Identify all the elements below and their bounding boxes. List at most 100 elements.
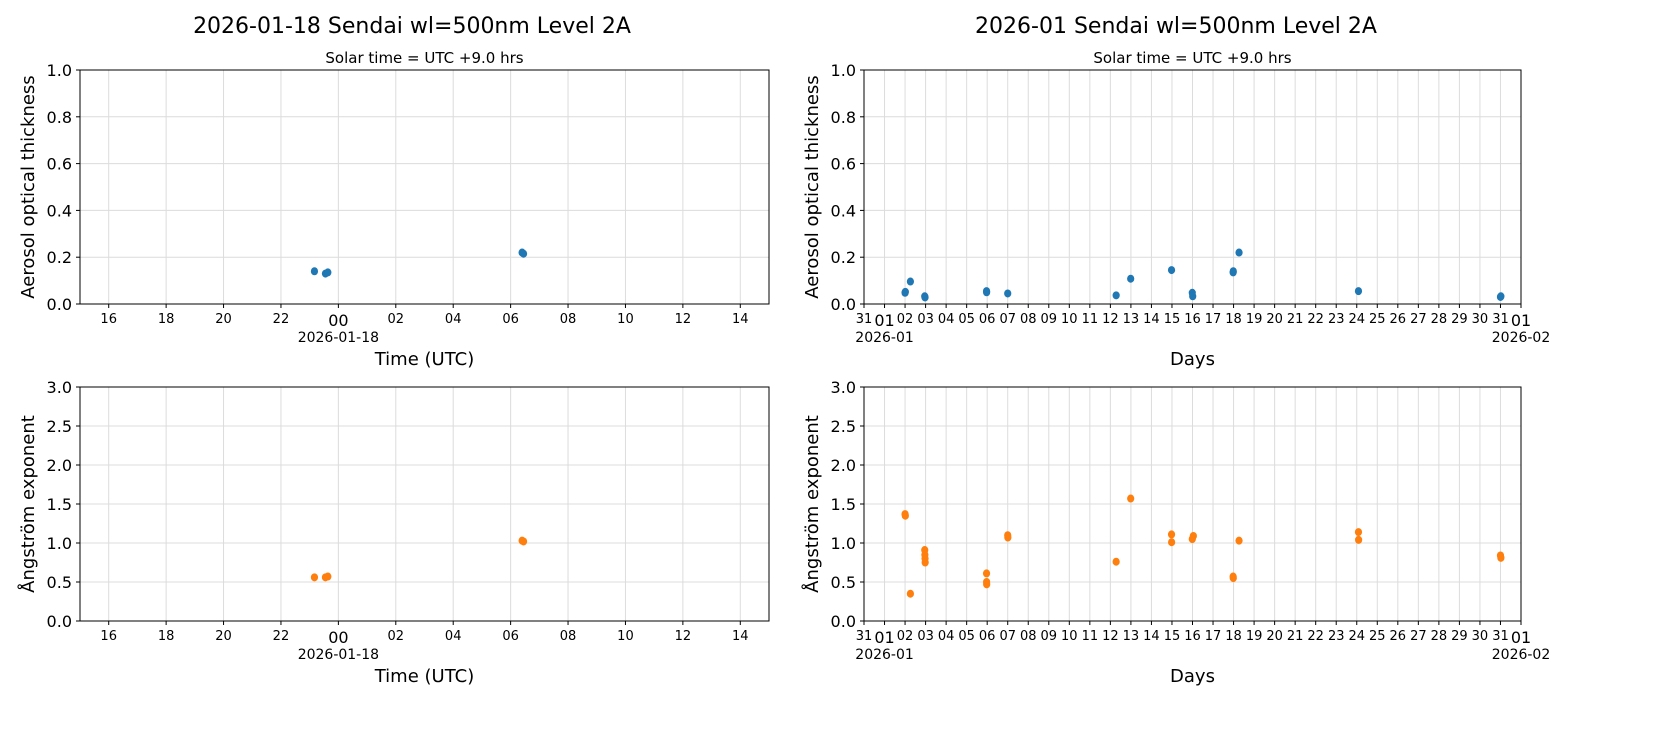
y-tick-label: 2.0 [831,456,856,475]
x-tick-label: 28 [1431,629,1448,644]
x-tick-label: 25 [1369,312,1386,327]
panel-subtitle: Solar time = UTC +9.0 hrs [325,49,523,67]
data-point [1127,494,1135,503]
x-tick-label: 23 [1328,312,1345,327]
x-tick-label: 22 [273,312,290,327]
axes-frame [863,69,1522,305]
x-tick-label: 20 [1266,629,1283,644]
data-point [1189,292,1197,301]
x-tick-label: 25 [1369,629,1386,644]
data-point [1235,248,1243,257]
data-point [324,572,332,581]
x-tick-label: 01 [1511,628,1531,647]
x-tick-label: 12 [1102,312,1119,327]
x-tick-label: 24 [1348,629,1365,644]
y-tick-label: 2.5 [831,417,856,436]
x-tick-label: 06 [979,629,996,644]
x-tick-label: 06 [979,312,996,327]
x-tick-label: 17 [1205,629,1222,644]
y-tick-label: 0.0 [831,295,856,314]
x-tick-label: 16 [1184,312,1201,327]
x-tick-label: 04 [445,629,462,644]
y-tick-label: 0.2 [47,248,72,267]
data-point [983,288,991,297]
axes-frame [79,69,770,305]
x-tick-label: 14 [1143,312,1160,327]
x-tick-label: 01 [874,311,894,330]
x-tick-label: 14 [732,312,749,327]
x-tick-label: 19 [1246,312,1263,327]
x-tick-label: 03 [917,312,934,327]
x-tick-label: 18 [1225,629,1242,644]
x-tick-label: 10 [1061,312,1078,327]
y-axis-label: Aerosol optical thickness [802,75,823,298]
x-tick-label: 07 [999,629,1016,644]
y-tick-label: 0.0 [831,612,856,631]
x-tick-label: 06 [502,629,519,644]
x-tick-label: 01 [874,628,894,647]
x-tick-label: 19 [1246,629,1263,644]
data-point [1189,531,1197,540]
data-point [1229,574,1237,583]
x-tick-label: 12 [675,312,692,327]
suptitle-left: 2026-01-18 Sendai wl=500nm Level 2A [193,14,631,39]
x-tick-label: 02 [388,629,405,644]
x-tick-label: 22 [1307,629,1324,644]
x-tick-label: 02 [897,312,914,327]
y-axis-label: Aerosol optical thickness [18,75,39,298]
data-point [1235,536,1243,545]
x-tick-label: 30 [1472,629,1489,644]
y-tick-label: 1.0 [831,61,856,80]
x-tick-label: 30 [1472,312,1489,327]
data-point [906,277,915,286]
x-tick-label: 12 [1102,629,1119,644]
x-tick-label: 27 [1410,312,1427,327]
data-point [1127,274,1135,283]
x-tick-label: 01 [1511,311,1531,330]
x-tick-label: 02 [897,629,914,644]
y-tick-label: 0.0 [47,295,72,314]
y-tick-label: 0.5 [831,573,856,592]
x-axis-label: Time (UTC) [374,349,475,370]
suptitle-right: 2026-01 Sendai wl=500nm Level 2A [975,14,1377,39]
data-point [921,293,929,302]
x-tick-label: 11 [1082,312,1099,327]
data-point [324,268,332,277]
x-tick-label: 31 [1492,629,1509,644]
x-tick-label: 18 [1225,312,1242,327]
x-axis-label: Time (UTC) [374,666,475,687]
data-point [906,589,915,598]
data-point [983,580,991,589]
x-tick-label: 15 [1164,312,1181,327]
y-tick-label: 2.5 [47,417,72,436]
x-tick-label: 20 [1266,312,1283,327]
y-tick-label: 1.0 [831,534,856,553]
x-tick-label: 16 [100,312,117,327]
x-tick-label: 00 [328,311,348,330]
y-tick-label: 0.8 [47,108,72,127]
data-point [1229,267,1237,276]
x-tick-label: 03 [917,629,934,644]
data-point [1112,291,1120,300]
x-tick-label: 23 [1328,629,1345,644]
y-axis-label: Ångström exponent [17,415,39,593]
axes-frame [79,386,770,622]
data-point [519,537,528,546]
x-date-label: 2026-02 [1492,647,1551,663]
x-tick-label: 11 [1082,629,1099,644]
x-tick-label: 14 [732,629,749,644]
x-tick-label: 10 [617,312,634,327]
data-point [982,569,991,578]
x-tick-label: 20 [215,629,232,644]
x-date-label: 2026-01-18 [298,330,379,346]
y-tick-label: 1.5 [831,495,856,514]
x-tick-label: 10 [617,629,634,644]
x-tick-label: 27 [1410,629,1427,644]
x-tick-label: 08 [560,312,577,327]
x-date-label: 2026-01-18 [298,647,379,663]
x-date-label: 2026-02 [1492,330,1551,346]
y-tick-label: 0.4 [831,201,856,220]
